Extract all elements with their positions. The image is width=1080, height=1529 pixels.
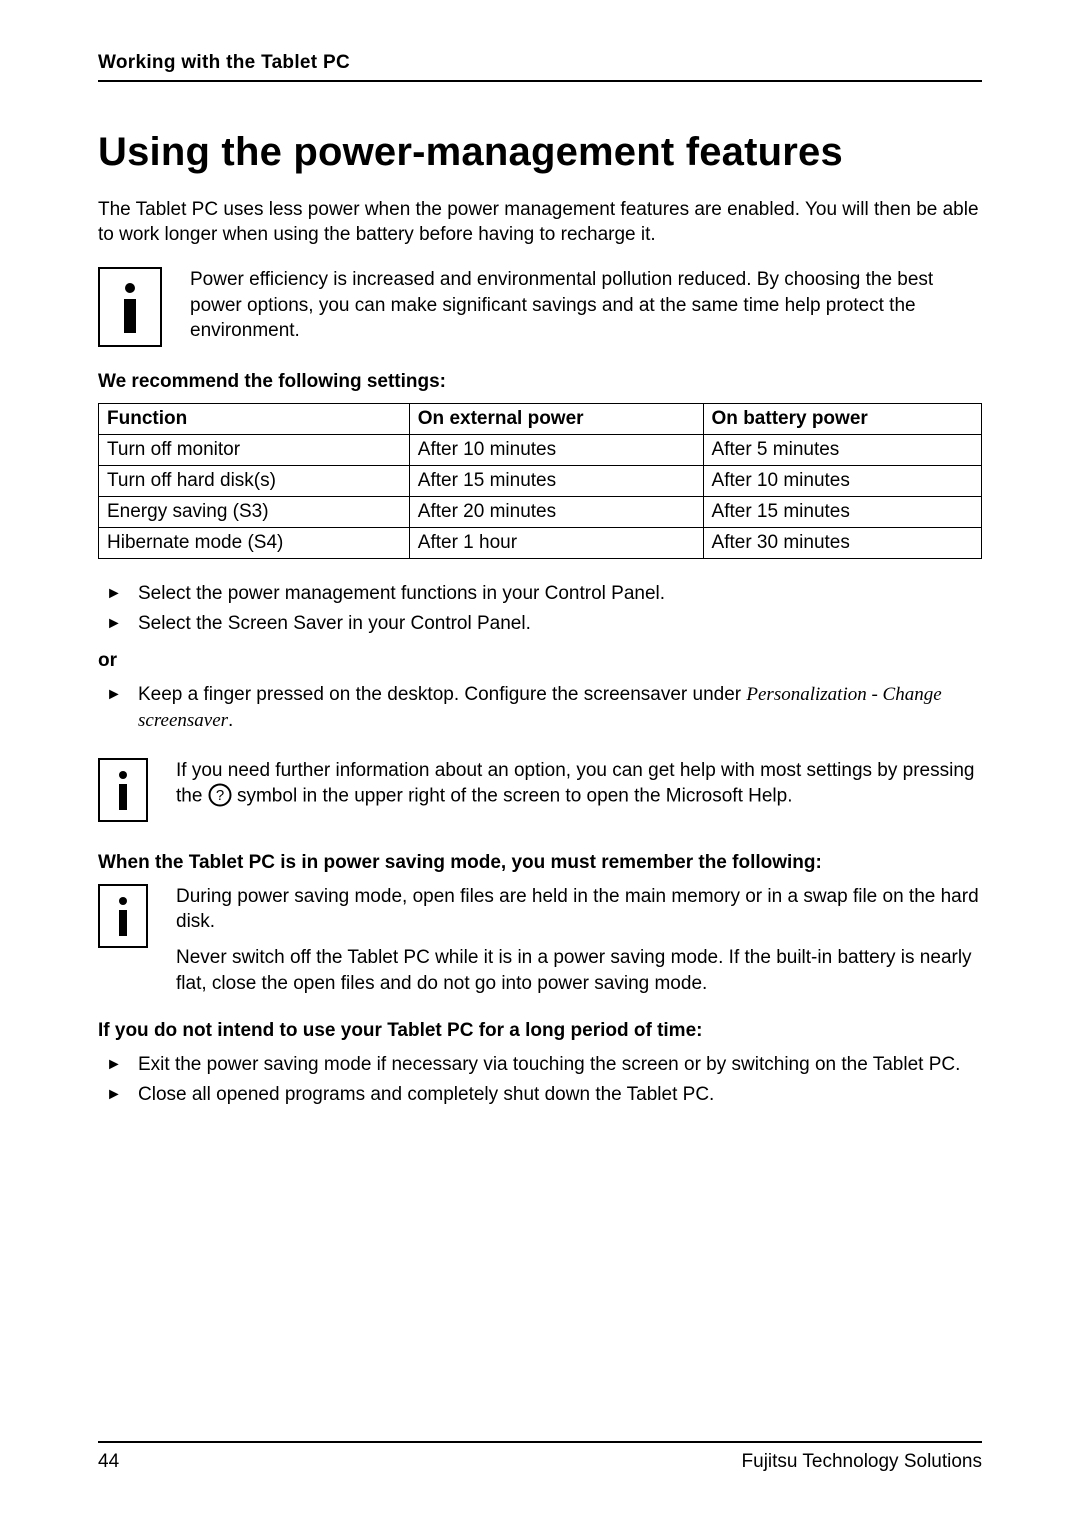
table-header: Function [99,404,410,435]
page-number: 44 [98,1451,119,1473]
info-icon [98,267,162,347]
table-cell: After 15 minutes [703,497,981,528]
table-row: Turn off hard disk(s) After 15 minutes A… [99,466,982,497]
or-label: or [98,650,982,672]
table-header: On battery power [703,404,981,435]
table-header: On external power [409,404,703,435]
arrow-icon: ► [106,613,122,635]
table-row: Hibernate mode (S4) After 1 hour After 3… [99,528,982,559]
info-text-3: During power saving mode, open files are… [176,884,982,997]
list-item: ► Select the power management functions … [98,581,982,607]
table-cell: After 10 minutes [409,435,703,466]
remember-heading: When the Tablet PC is in power saving mo… [98,852,982,874]
table-header-row: Function On external power On battery po… [99,404,982,435]
table-cell: After 30 minutes [703,528,981,559]
table-cell: After 15 minutes [409,466,703,497]
list-item-text: Exit the power saving mode if necessary … [138,1054,960,1075]
svg-text:?: ? [216,787,224,804]
table-row: Turn off monitor After 10 minutes After … [99,435,982,466]
table-cell: Energy saving (S3) [99,497,410,528]
help-icon: ? [208,783,232,810]
footer-brand: Fujitsu Technology Solutions [742,1451,982,1473]
list-item: ► Exit the power saving mode if necessar… [98,1052,982,1078]
info3a: During power saving mode, open files are… [176,884,982,935]
table-cell: After 1 hour [409,528,703,559]
intro-paragraph: The Tablet PC uses less power when the p… [98,197,982,247]
page-title: Using the power-management features [98,130,982,175]
step-list-2: ► Exit the power saving mode if necessar… [98,1052,982,1107]
list-item: ► Close all opened programs and complete… [98,1082,982,1108]
info-box-3: During power saving mode, open files are… [98,884,982,997]
running-head: Working with the Tablet PC [98,52,982,74]
settings-table: Function On external power On battery po… [98,403,982,559]
table-cell: After 5 minutes [703,435,981,466]
info-text-2: If you need further information about an… [176,758,982,810]
info2-post: symbol in the upper right of the screen … [232,786,793,807]
rule-top [98,80,982,82]
table-cell: Turn off monitor [99,435,410,466]
table-cell: Hibernate mode (S4) [99,528,410,559]
table-cell: After 10 minutes [703,466,981,497]
table-cell: Turn off hard disk(s) [99,466,410,497]
longtime-heading: If you do not intend to use your Tablet … [98,1020,982,1042]
step-list-or: ► Keep a finger pressed on the desktop. … [98,682,982,733]
arrow-icon: ► [106,1084,122,1106]
list-item-text-pre: Keep a finger pressed on the desktop. Co… [138,684,746,705]
arrow-icon: ► [106,583,122,605]
arrow-icon: ► [106,684,122,706]
list-item-text-post: . [228,710,233,731]
list-item-text: Select the Screen Saver in your Control … [138,613,531,634]
list-item: ► Select the Screen Saver in your Contro… [98,611,982,637]
table-cell: After 20 minutes [409,497,703,528]
list-item-text: Select the power management functions in… [138,583,665,604]
table-row: Energy saving (S3) After 20 minutes Afte… [99,497,982,528]
info-icon [98,884,148,948]
info-icon [98,758,148,822]
list-item-text: Close all opened programs and completely… [138,1084,714,1105]
arrow-icon: ► [106,1054,122,1076]
recommend-heading: We recommend the following settings: [98,371,982,393]
info-text-1: Power efficiency is increased and enviro… [190,267,982,344]
info-box-1: Power efficiency is increased and enviro… [98,267,982,347]
list-item: ► Keep a finger pressed on the desktop. … [98,682,982,733]
page-footer: 44 Fujitsu Technology Solutions [98,1441,982,1473]
info-box-2: If you need further information about an… [98,758,982,822]
step-list-1: ► Select the power management functions … [98,581,982,636]
rule-bottom [98,1441,982,1443]
info3b: Never switch off the Tablet PC while it … [176,945,982,996]
